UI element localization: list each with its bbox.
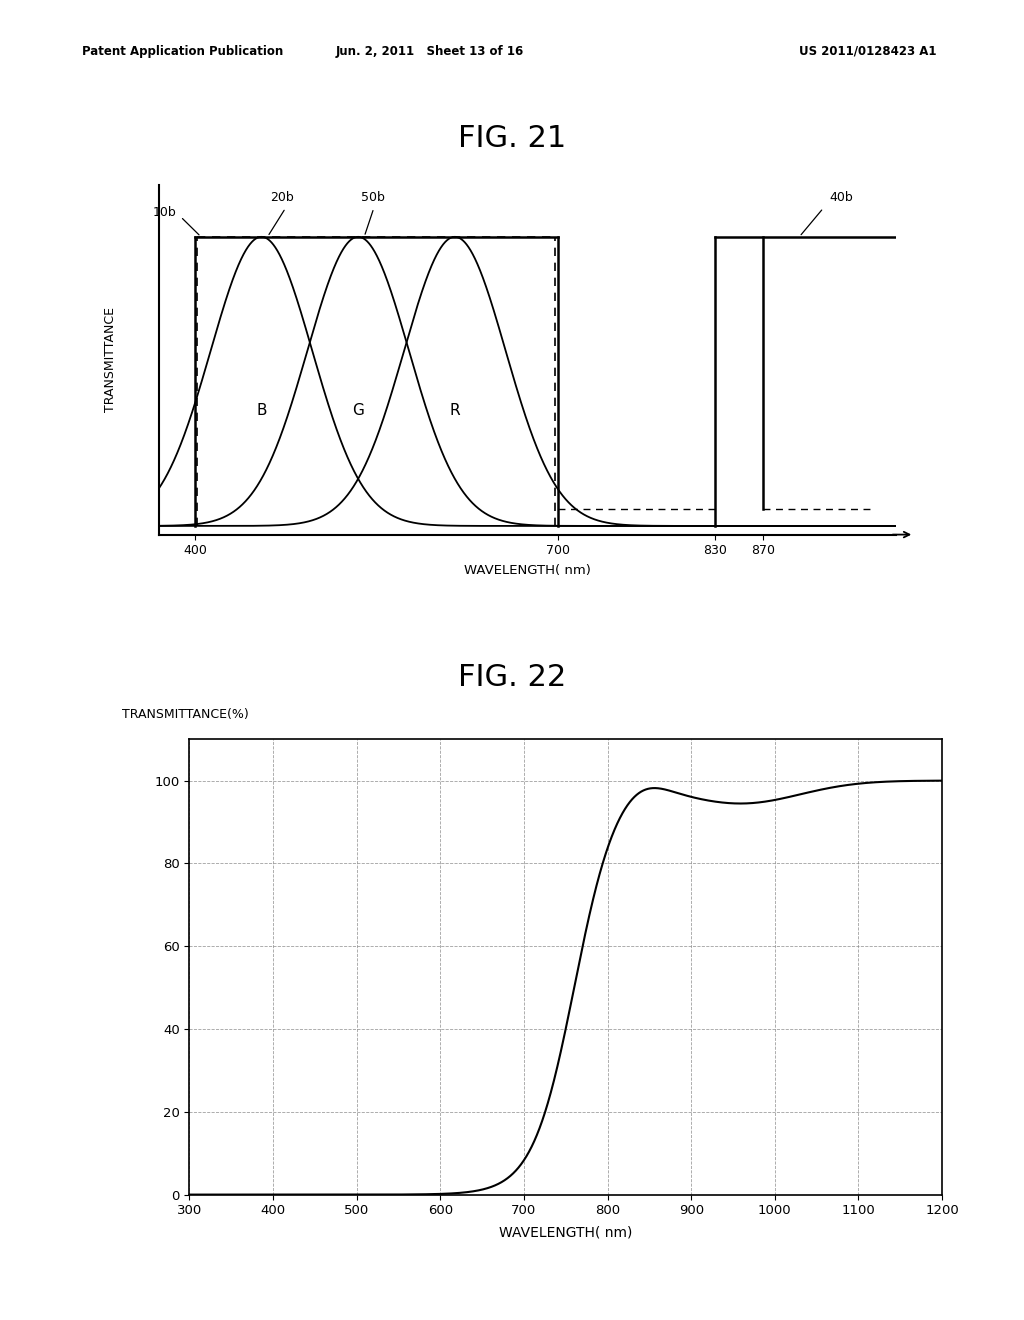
Text: US 2011/0128423 A1: US 2011/0128423 A1 — [799, 45, 936, 58]
Text: 50b: 50b — [360, 190, 385, 203]
Text: TRANSMITTANCE: TRANSMITTANCE — [104, 308, 118, 412]
X-axis label: WAVELENGTH( nm): WAVELENGTH( nm) — [499, 1226, 633, 1239]
Text: TRANSMITTANCE(%): TRANSMITTANCE(%) — [122, 708, 249, 721]
Text: 10b: 10b — [154, 206, 177, 219]
Text: 40b: 40b — [829, 190, 853, 203]
Text: R: R — [450, 403, 460, 418]
Text: FIG. 21: FIG. 21 — [458, 124, 566, 153]
X-axis label: WAVELENGTH( nm): WAVELENGTH( nm) — [464, 564, 591, 577]
Text: FIG. 22: FIG. 22 — [458, 663, 566, 692]
Text: 20b: 20b — [270, 190, 294, 203]
Text: Patent Application Publication: Patent Application Publication — [82, 45, 284, 58]
Text: G: G — [352, 403, 365, 418]
Text: B: B — [256, 403, 266, 418]
Text: Jun. 2, 2011   Sheet 13 of 16: Jun. 2, 2011 Sheet 13 of 16 — [336, 45, 524, 58]
